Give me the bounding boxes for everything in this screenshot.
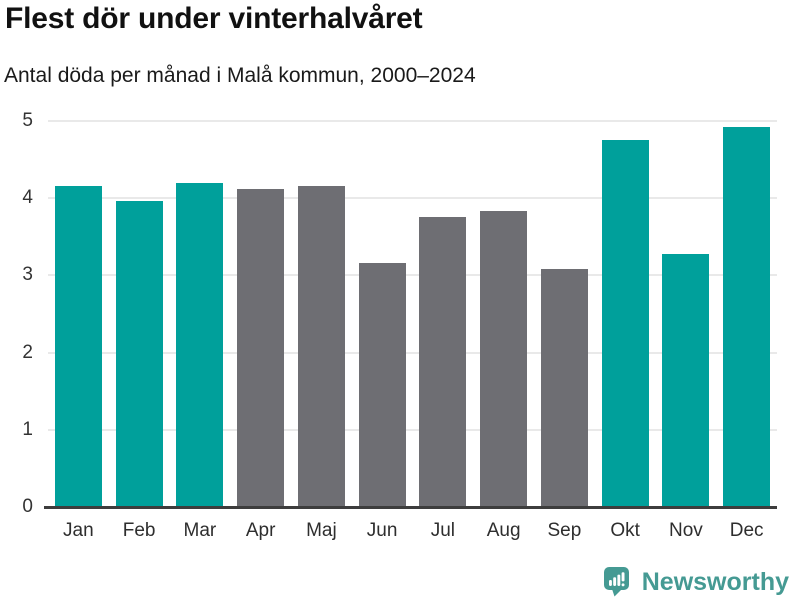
y-tick-label-5: 5 <box>22 110 33 131</box>
bar-maj <box>297 185 345 507</box>
bar-feb <box>115 201 163 507</box>
y-tick-label-1: 1 <box>22 418 33 440</box>
bar-jun <box>358 263 406 507</box>
y-tick-label-2: 2 <box>22 341 33 363</box>
bar-chart-speech-bubble-icon <box>603 567 629 597</box>
bar-apr <box>237 188 285 507</box>
gridline-y-5 <box>48 120 777 122</box>
x-axis-line <box>44 506 777 509</box>
x-tick-label-maj: Maj <box>306 520 337 541</box>
chart-title: Flest dör under vinterhalvåret <box>5 2 423 35</box>
y-tick-label-3: 3 <box>22 264 33 286</box>
bar-jan <box>54 185 102 507</box>
gridline-y-2 <box>48 351 777 354</box>
bar-aug <box>480 210 528 507</box>
y-axis: 0 1 2 3 4 5 <box>0 110 33 517</box>
bar-dec <box>723 127 771 507</box>
x-axis: Jan Feb Mar Apr Maj Jun Jul Aug Sep Okt Nov Dec <box>48 520 777 544</box>
bar-nov <box>662 253 710 507</box>
x-tick-label-feb: Feb <box>122 520 156 541</box>
x-tick-label-jan: Jan <box>63 520 94 541</box>
chart-subtitle: Antal döda per månad i Malå kommun, 2000… <box>4 64 476 87</box>
newsworthy-brand-text: Newsworthy <box>641 567 789 596</box>
x-tick-label-apr: Apr <box>245 520 276 541</box>
bar-jul <box>419 216 467 507</box>
gridline-y-1 <box>48 428 777 431</box>
x-tick-label-jul: Jul <box>430 520 456 541</box>
x-tick-label-nov: Nov <box>668 520 703 541</box>
bar-sep <box>540 269 588 507</box>
x-tick-label-mar: Mar <box>183 520 217 541</box>
bar-chart-plot-area <box>48 120 777 507</box>
y-tick-label-0: 0 <box>22 496 33 517</box>
bar-mar <box>176 182 224 507</box>
bar-okt <box>601 139 649 507</box>
x-tick-label-dec: Dec <box>729 520 764 541</box>
gridline-y-4 <box>48 197 777 200</box>
x-tick-label-okt: Okt <box>610 520 640 541</box>
x-tick-label-aug: Aug <box>486 520 521 541</box>
x-tick-label-jun: Jun <box>366 520 398 541</box>
newsworthy-logo: Newsworthy <box>603 566 789 597</box>
y-tick-label-4: 4 <box>22 187 33 209</box>
gridline-y-3 <box>48 274 777 277</box>
x-tick-label-sep: Sep <box>547 520 582 541</box>
